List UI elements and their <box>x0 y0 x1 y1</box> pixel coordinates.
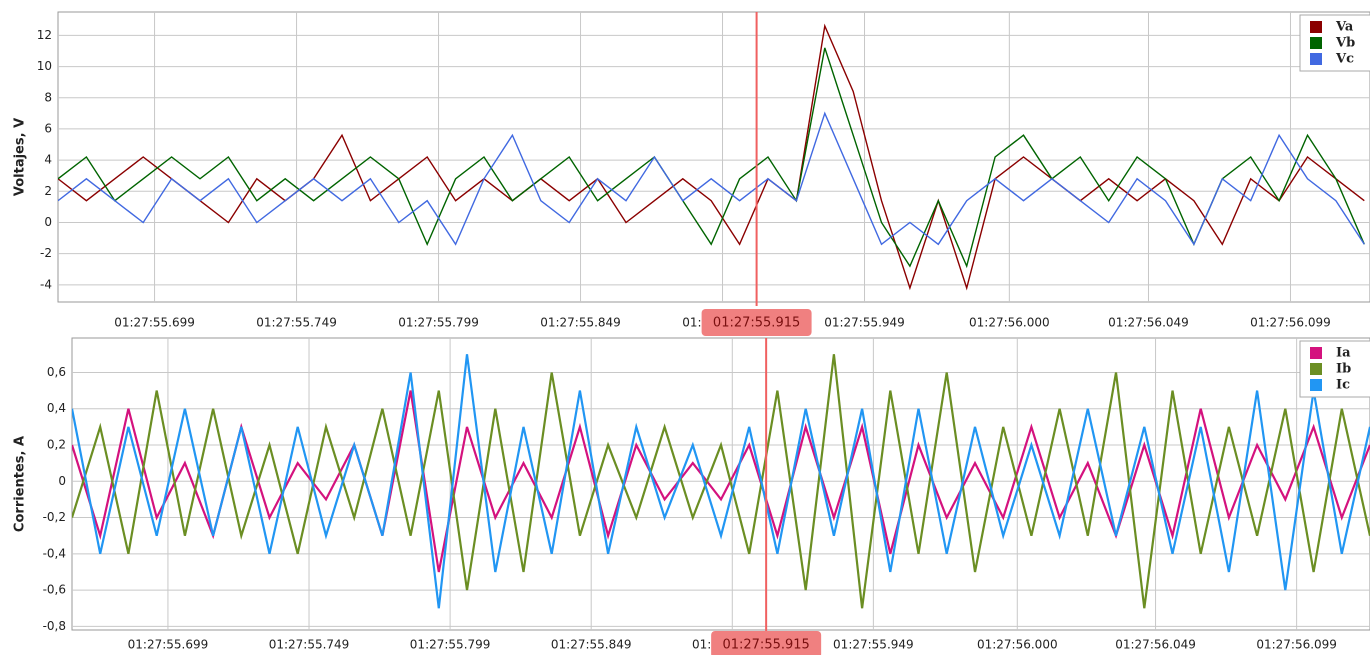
x-tick-label: 01:27:55.749 <box>256 316 337 330</box>
y-tick-label: 0 <box>44 215 52 229</box>
y-tick-label: -0,8 <box>43 619 66 633</box>
cursor-label-bg <box>701 309 812 336</box>
y-tick-label: 12 <box>37 28 52 42</box>
y-tick-label: 10 <box>37 59 52 73</box>
series-line <box>58 111 1365 246</box>
plot-area <box>71 337 1370 631</box>
series-line <box>58 23 1365 291</box>
y-tick-label: 8 <box>44 90 52 104</box>
y-tick-label: -4 <box>40 277 52 291</box>
x-tick-label: 01:27:55.949 <box>833 638 914 652</box>
y-tick-label: 0 <box>58 474 66 488</box>
y-tick-label: 6 <box>44 121 52 135</box>
y-axis-title: Corrientes, A <box>13 436 28 532</box>
series-line <box>72 390 1370 573</box>
y-tick-label: -0,2 <box>43 510 66 524</box>
legend-swatch <box>1310 37 1322 49</box>
x-tick-label: 01:27:55.849 <box>540 316 621 330</box>
legend-label: Va <box>1335 20 1354 35</box>
x-tick-label: 01:27:56.000 <box>969 316 1050 330</box>
x-tick-label: 01:27:55.849 <box>551 638 632 652</box>
y-tick-label: 0,2 <box>47 438 66 452</box>
series-line <box>72 354 1370 609</box>
y-tick-label: -0,4 <box>43 546 66 560</box>
legend-swatch <box>1310 379 1322 391</box>
x-tick-label: 01:27:56.000 <box>977 638 1058 652</box>
x-tick-label: 01:27:56.099 <box>1250 316 1331 330</box>
x-tick-label: 01:27:55.799 <box>398 316 479 330</box>
y-tick-label: 4 <box>44 153 52 167</box>
y-tick-label: -2 <box>40 246 52 260</box>
y-tick-label: 2 <box>44 184 52 198</box>
cursor-label: 01:27:55.915 <box>713 316 800 331</box>
y-tick-label: -0,6 <box>43 583 66 597</box>
legend-swatch <box>1310 363 1322 375</box>
plot-area <box>57 11 1370 303</box>
legend-swatch <box>1310 21 1322 33</box>
legend-label: Ic <box>1336 378 1350 393</box>
series-line <box>72 354 1370 609</box>
x-tick-label: 01:27:56.049 <box>1108 316 1189 330</box>
y-axis-title: Voltajes, V <box>13 118 28 196</box>
legend-label: Vc <box>1335 52 1354 67</box>
cursor-label-bg <box>711 631 822 655</box>
cursor-label: 01:27:55.915 <box>722 638 809 653</box>
y-tick-label: 0,4 <box>47 401 66 415</box>
legend-swatch <box>1310 53 1322 65</box>
x-tick-label: 01:27:56.049 <box>1115 638 1196 652</box>
legend-label: Ia <box>1336 346 1351 361</box>
x-tick-label: 01:27:55.749 <box>269 638 350 652</box>
x-tick-label: 01:27:55.699 <box>114 316 195 330</box>
legend-swatch <box>1310 347 1322 359</box>
y-tick-label: 0,6 <box>47 365 66 379</box>
x-tick-label: 01:27:55.949 <box>824 316 905 330</box>
x-tick-label: 01:27:55.699 <box>128 638 209 652</box>
legend-label: Vb <box>1335 36 1355 51</box>
x-tick-label: 01:27:56.099 <box>1256 638 1337 652</box>
x-tick-label: 01:27:55.799 <box>410 638 491 652</box>
series-line <box>58 47 1365 269</box>
legend-label: Ib <box>1336 362 1351 377</box>
